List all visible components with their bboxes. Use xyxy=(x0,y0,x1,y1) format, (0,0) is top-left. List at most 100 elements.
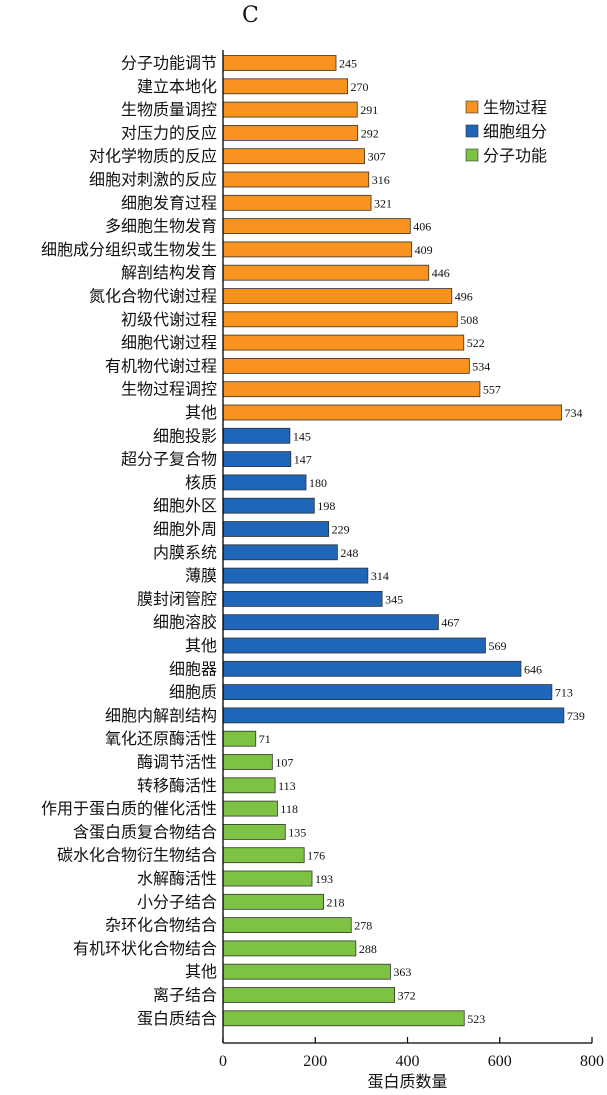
data-label: 522 xyxy=(467,336,485,350)
bar xyxy=(222,497,315,514)
category-label: 作用于蛋白质的催化活性 xyxy=(41,799,217,818)
category-label: 解剖结构发育 xyxy=(121,263,217,282)
bar xyxy=(222,404,562,421)
data-label: 135 xyxy=(288,825,306,839)
legend-swatch xyxy=(465,148,479,162)
data-label: 523 xyxy=(467,1012,485,1026)
data-label: 288 xyxy=(359,942,377,956)
category-label: 初级代谢过程 xyxy=(121,310,217,329)
legend-swatch xyxy=(465,124,479,138)
category-label: 细胞外区 xyxy=(153,496,217,515)
category-label: 小分子结合 xyxy=(137,892,217,911)
category-label: 酶调节活性 xyxy=(137,753,217,772)
category-label: 细胞成分组织或生物发生 xyxy=(41,240,217,259)
data-label: 372 xyxy=(398,989,416,1003)
category-label: 细胞内解剖结构 xyxy=(105,706,217,725)
data-label: 147 xyxy=(294,453,312,467)
bar xyxy=(222,754,273,770)
data-label: 176 xyxy=(307,849,325,863)
bar xyxy=(222,963,391,980)
legend-label: 细胞组分 xyxy=(483,122,547,141)
data-label: 292 xyxy=(361,126,379,140)
category-label: 其他 xyxy=(185,636,217,655)
bar xyxy=(222,78,348,95)
data-label: 145 xyxy=(293,429,311,443)
bar xyxy=(222,637,486,654)
category-label: 杂环化合物结合 xyxy=(105,916,217,935)
data-label: 245 xyxy=(339,57,357,71)
category-label: 超分子复合物 xyxy=(121,450,217,469)
bar xyxy=(222,1010,465,1027)
x-axis-title: 蛋白质数量 xyxy=(367,1072,447,1091)
bar xyxy=(222,218,411,235)
bar xyxy=(222,311,458,328)
category-label: 有机环状化合物结合 xyxy=(73,939,217,958)
bar xyxy=(222,451,292,468)
x-tick-label: 600 xyxy=(488,1053,512,1070)
data-label: 113 xyxy=(278,779,296,793)
data-label: 218 xyxy=(327,895,345,909)
bar xyxy=(222,544,338,561)
bar xyxy=(222,101,358,118)
data-label: 314 xyxy=(371,569,389,583)
bar xyxy=(222,614,439,631)
bar xyxy=(222,684,553,700)
category-label: 其他 xyxy=(185,962,217,981)
data-label: 646 xyxy=(524,662,542,676)
bar xyxy=(222,940,357,957)
category-label: 细胞对刺激的反应 xyxy=(89,170,217,189)
bar xyxy=(222,567,369,584)
x-tick-label: 200 xyxy=(303,1053,327,1070)
data-label: 118 xyxy=(280,802,298,816)
category-label: 膜封闭管腔 xyxy=(137,589,217,608)
data-label: 71 xyxy=(259,732,271,746)
bar xyxy=(222,707,565,724)
data-label: 557 xyxy=(483,383,501,397)
data-label: 713 xyxy=(555,686,573,700)
data-label: 229 xyxy=(332,523,350,537)
data-label: 345 xyxy=(385,592,403,606)
category-label: 水解酶活性 xyxy=(137,869,217,888)
bar xyxy=(222,288,453,304)
category-label: 细胞发育过程 xyxy=(121,193,217,212)
data-label: 739 xyxy=(567,709,585,723)
category-label: 多细胞生物发育 xyxy=(105,217,217,236)
bar xyxy=(222,357,470,374)
data-label: 467 xyxy=(441,616,459,630)
legend-swatch xyxy=(465,100,479,114)
bar xyxy=(222,730,257,747)
data-label: 291 xyxy=(360,103,378,117)
bar xyxy=(222,474,307,491)
bar xyxy=(222,521,330,537)
bar xyxy=(222,171,370,188)
panel-label: C xyxy=(242,3,259,28)
legend-label: 分子功能 xyxy=(483,146,547,165)
category-label: 细胞投影 xyxy=(153,426,217,445)
bar xyxy=(222,591,383,607)
axes-group: 0 200 400 600 800 蛋白质数量 xyxy=(219,50,604,1091)
category-label: 生物过程调控 xyxy=(121,380,217,399)
bar xyxy=(222,893,324,910)
category-label: 生物质量调控 xyxy=(121,100,217,119)
data-label: 248 xyxy=(340,546,358,560)
category-label: 建立本地化 xyxy=(137,77,217,96)
category-label: 含蛋白质复合物结合 xyxy=(73,822,217,841)
data-label: 569 xyxy=(488,639,506,653)
category-label: 对压力的反应 xyxy=(121,123,217,142)
bar xyxy=(222,427,291,444)
bar xyxy=(222,148,366,165)
category-label: 细胞器 xyxy=(169,659,217,678)
x-tick-label: 800 xyxy=(580,1053,604,1070)
data-label: 180 xyxy=(309,476,327,490)
category-label: 其他 xyxy=(185,403,217,422)
category-label: 内膜系统 xyxy=(153,543,217,562)
data-label: 278 xyxy=(354,919,372,933)
bar xyxy=(222,334,465,351)
data-label: 446 xyxy=(432,266,450,280)
bars-group: 分子功能调节 245 建立本地化 270 生物质量调控 291 对压力的反应 292 对化学物质… xyxy=(41,54,585,1028)
bar xyxy=(222,194,372,211)
data-label: 534 xyxy=(472,359,490,373)
category-label: 离子结合 xyxy=(153,986,217,1005)
data-label: 508 xyxy=(460,313,478,327)
